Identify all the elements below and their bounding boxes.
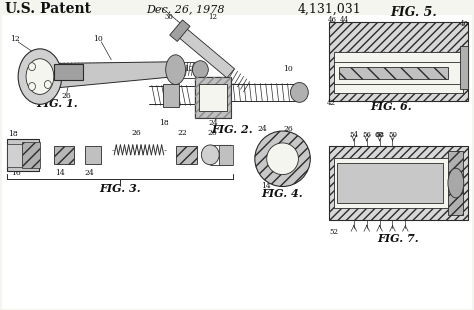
Text: 42: 42 bbox=[327, 99, 336, 107]
Text: 12: 12 bbox=[184, 65, 194, 73]
Text: 60: 60 bbox=[374, 131, 383, 139]
Bar bbox=[22, 142, 40, 168]
Ellipse shape bbox=[28, 63, 36, 71]
Text: FIG. 7.: FIG. 7. bbox=[378, 232, 419, 243]
Text: FIG. 5.: FIG. 5. bbox=[390, 6, 437, 19]
Bar bbox=[334, 62, 463, 83]
Text: 18: 18 bbox=[8, 130, 18, 138]
Bar bbox=[7, 139, 39, 171]
Text: 46: 46 bbox=[328, 16, 337, 24]
Text: Dec. 26, 1978: Dec. 26, 1978 bbox=[146, 4, 225, 14]
Text: 24: 24 bbox=[258, 125, 268, 133]
Text: 14: 14 bbox=[55, 169, 64, 177]
Bar bbox=[219, 145, 233, 165]
Text: FIG. 4.: FIG. 4. bbox=[262, 188, 303, 199]
Text: 14: 14 bbox=[261, 182, 271, 189]
Ellipse shape bbox=[166, 55, 185, 85]
Polygon shape bbox=[170, 20, 190, 42]
Text: 52: 52 bbox=[329, 228, 338, 236]
Polygon shape bbox=[174, 24, 235, 78]
Bar bbox=[448, 151, 463, 215]
Text: 56: 56 bbox=[362, 131, 371, 139]
Text: U.S. Patent: U.S. Patent bbox=[5, 2, 91, 16]
Text: FIG. 3.: FIG. 3. bbox=[100, 183, 141, 194]
Ellipse shape bbox=[26, 59, 54, 95]
Text: 4,131,031: 4,131,031 bbox=[297, 3, 361, 16]
Ellipse shape bbox=[201, 145, 219, 165]
Text: 50: 50 bbox=[388, 131, 397, 139]
Text: 10: 10 bbox=[93, 35, 103, 43]
Text: FIG. 2.: FIG. 2. bbox=[211, 124, 253, 135]
Text: 22: 22 bbox=[178, 129, 187, 137]
Bar bbox=[329, 22, 468, 101]
Bar bbox=[334, 52, 463, 72]
Ellipse shape bbox=[18, 49, 62, 104]
Polygon shape bbox=[40, 62, 175, 90]
Ellipse shape bbox=[291, 82, 308, 102]
Text: 26: 26 bbox=[62, 92, 72, 100]
Text: 40: 40 bbox=[459, 20, 468, 28]
Bar bbox=[175, 146, 197, 164]
Bar bbox=[334, 158, 453, 208]
Ellipse shape bbox=[192, 61, 208, 78]
Bar bbox=[339, 67, 448, 78]
Bar bbox=[329, 146, 468, 220]
Ellipse shape bbox=[448, 168, 464, 198]
Text: 26: 26 bbox=[283, 125, 293, 133]
Text: 30: 30 bbox=[164, 13, 173, 21]
Text: 16: 16 bbox=[195, 65, 205, 73]
Text: 44: 44 bbox=[339, 16, 348, 24]
Text: 20: 20 bbox=[207, 129, 217, 137]
Text: 20: 20 bbox=[295, 147, 305, 155]
Bar bbox=[195, 77, 231, 118]
Bar bbox=[54, 64, 83, 80]
Bar bbox=[200, 83, 227, 111]
Text: 12: 12 bbox=[10, 35, 20, 43]
Bar bbox=[54, 146, 73, 164]
Ellipse shape bbox=[45, 81, 51, 88]
Ellipse shape bbox=[28, 82, 36, 91]
Bar bbox=[163, 83, 179, 107]
Text: FIG. 6.: FIG. 6. bbox=[371, 101, 412, 112]
Text: 54: 54 bbox=[349, 131, 358, 139]
Bar bbox=[7, 144, 22, 167]
Text: 18: 18 bbox=[159, 119, 169, 127]
Text: 12: 12 bbox=[208, 13, 217, 21]
Bar bbox=[337, 163, 443, 203]
Ellipse shape bbox=[255, 131, 310, 187]
Bar bbox=[195, 77, 231, 118]
Ellipse shape bbox=[267, 143, 299, 175]
Bar bbox=[85, 146, 101, 164]
Text: 58: 58 bbox=[375, 131, 384, 139]
Text: FIG. 1.: FIG. 1. bbox=[36, 98, 78, 109]
Text: 24: 24 bbox=[209, 119, 218, 127]
Text: 26: 26 bbox=[219, 65, 229, 73]
Text: →: → bbox=[460, 66, 467, 74]
Bar bbox=[460, 46, 468, 90]
Text: 16: 16 bbox=[11, 169, 21, 177]
Text: 26: 26 bbox=[131, 129, 141, 137]
Text: 48: 48 bbox=[459, 48, 468, 56]
Text: 10: 10 bbox=[283, 65, 292, 73]
Text: 24: 24 bbox=[84, 169, 94, 177]
Bar bbox=[334, 73, 463, 93]
